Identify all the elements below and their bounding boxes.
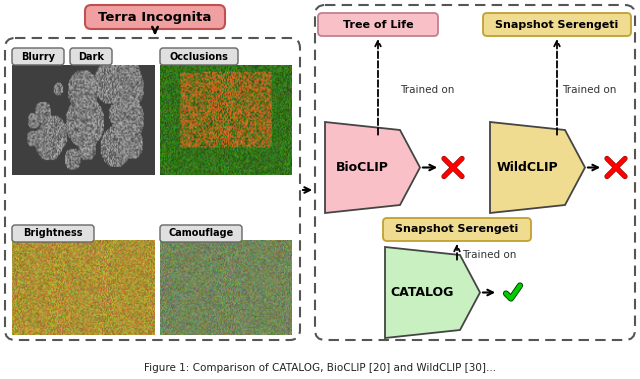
Text: Trained on: Trained on bbox=[562, 85, 616, 95]
FancyBboxPatch shape bbox=[70, 48, 112, 65]
Text: Camouflage: Camouflage bbox=[168, 229, 234, 238]
FancyBboxPatch shape bbox=[85, 5, 225, 29]
FancyBboxPatch shape bbox=[160, 48, 238, 65]
Text: Snapshot Serengeti: Snapshot Serengeti bbox=[396, 224, 518, 235]
FancyBboxPatch shape bbox=[483, 13, 631, 36]
FancyBboxPatch shape bbox=[160, 225, 242, 242]
Text: Brightness: Brightness bbox=[23, 229, 83, 238]
Polygon shape bbox=[385, 247, 480, 338]
FancyBboxPatch shape bbox=[315, 5, 635, 340]
FancyBboxPatch shape bbox=[12, 48, 64, 65]
FancyBboxPatch shape bbox=[383, 218, 531, 241]
Text: Occlusions: Occlusions bbox=[170, 52, 228, 61]
Text: Dark: Dark bbox=[78, 52, 104, 61]
Text: Trained on: Trained on bbox=[462, 250, 516, 260]
Text: Trained on: Trained on bbox=[400, 85, 454, 95]
Text: Figure 1: Comparison of CATALOG, BioCLIP [20] and WildCLIP [30]...: Figure 1: Comparison of CATALOG, BioCLIP… bbox=[144, 363, 496, 373]
FancyBboxPatch shape bbox=[12, 225, 94, 242]
FancyBboxPatch shape bbox=[5, 38, 300, 340]
Text: BioCLIP: BioCLIP bbox=[336, 161, 389, 174]
Text: WildCLIP: WildCLIP bbox=[497, 161, 558, 174]
Text: CATALOG: CATALOG bbox=[391, 286, 454, 299]
Polygon shape bbox=[490, 122, 585, 213]
Text: Blurry: Blurry bbox=[21, 52, 55, 61]
Polygon shape bbox=[325, 122, 420, 213]
Text: Snapshot Serengeti: Snapshot Serengeti bbox=[495, 19, 619, 30]
Text: Tree of Life: Tree of Life bbox=[342, 19, 413, 30]
FancyBboxPatch shape bbox=[318, 13, 438, 36]
Text: Terra Incognita: Terra Incognita bbox=[99, 11, 212, 23]
